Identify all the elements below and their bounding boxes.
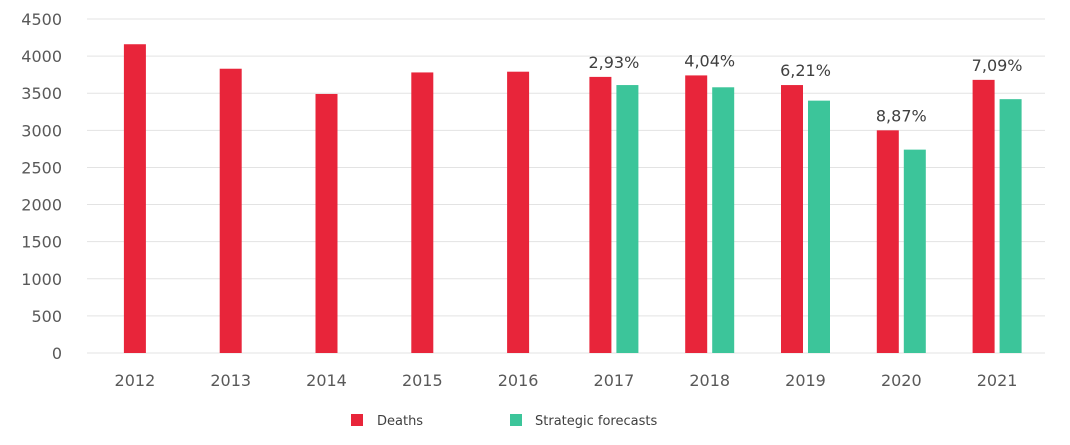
x-tick-label: 2018	[689, 371, 730, 390]
bar-deaths-2018	[685, 75, 707, 353]
legend-label-deaths: Deaths	[377, 414, 423, 429]
y-tick-label: 1000	[21, 270, 62, 289]
x-tick-label: 2013	[210, 371, 251, 390]
bar-deaths-2014	[316, 94, 338, 353]
bar-deaths-2020	[877, 130, 899, 353]
y-tick-label: 0	[52, 344, 62, 363]
bar-strategic-forecasts-2020	[904, 150, 926, 353]
data-label-2017: 2,93%	[588, 53, 639, 72]
legend-swatch-strategic-forecasts	[510, 414, 522, 426]
x-tick-label: 2015	[402, 371, 443, 390]
data-label-2018: 4,04%	[684, 51, 735, 70]
y-tick-label: 500	[31, 307, 62, 326]
y-tick-label: 2000	[21, 196, 62, 215]
y-tick-label: 1500	[21, 233, 62, 252]
x-tick-label: 2019	[785, 371, 826, 390]
x-axis: 2012 2013 2014 2015 2016 2017 2018 2019 2020 2021	[115, 371, 1018, 390]
bar-deaths-2017	[589, 77, 611, 353]
bar-deaths-2012	[124, 44, 146, 353]
data-label-2020: 8,87%	[876, 106, 927, 125]
x-tick-label: 2021	[977, 371, 1018, 390]
x-tick-label: 2020	[881, 371, 922, 390]
bar-deaths-2015	[411, 72, 433, 353]
bar-deaths-2016	[507, 72, 529, 353]
data-label-2021: 7,09%	[972, 56, 1023, 75]
bars	[124, 44, 1022, 353]
legend: Deaths Strategic forecasts	[351, 414, 657, 429]
y-tick-label: 4500	[21, 10, 62, 29]
bar-deaths-2021	[973, 80, 995, 353]
y-tick-label: 3500	[21, 84, 62, 103]
data-labels: 2,93% 4,04% 6,21% 8,87% 7,09%	[588, 51, 1022, 125]
bar-deaths-2019	[781, 85, 803, 353]
y-tick-label: 3000	[21, 121, 62, 140]
bar-strategic-forecasts-2019	[808, 101, 830, 353]
legend-swatch-deaths	[351, 414, 363, 426]
y-axis: 0 500 1000 1500 2000 2500 3000 3500 4000 4500	[21, 10, 62, 363]
bar-deaths-2013	[220, 69, 242, 353]
y-tick-label: 4000	[21, 47, 62, 66]
bar-strategic-forecasts-2021	[1000, 99, 1022, 353]
bar-strategic-forecasts-2018	[712, 87, 734, 353]
x-tick-label: 2017	[594, 371, 635, 390]
bar-strategic-forecasts-2017	[616, 85, 638, 353]
legend-label-strategic-forecasts: Strategic forecasts	[535, 414, 657, 429]
y-tick-label: 2500	[21, 158, 62, 177]
x-tick-label: 2014	[306, 371, 347, 390]
x-tick-label: 2012	[115, 371, 156, 390]
x-tick-label: 2016	[498, 371, 539, 390]
data-label-2019: 6,21%	[780, 61, 831, 80]
